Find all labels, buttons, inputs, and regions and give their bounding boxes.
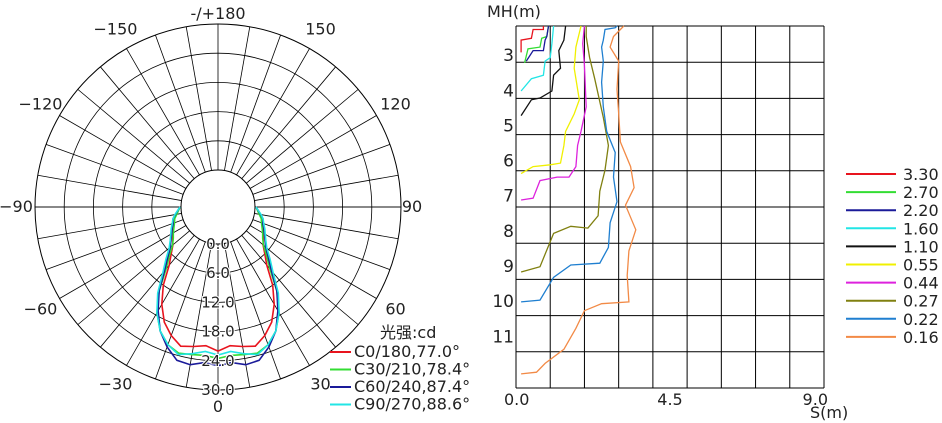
polar-angle-label: −150 (94, 19, 138, 38)
polar-spoke (254, 213, 399, 240)
polar-spoke (236, 238, 310, 366)
polar-spoke (185, 26, 212, 171)
iso-series-line (520, 25, 582, 175)
polar-angle-label: 60 (385, 300, 405, 319)
iso-legend-label: 0.22 (903, 310, 939, 329)
polar-radial-tick-label: 30.0 (201, 381, 234, 399)
polar-radial-tick-label: 6.0 (206, 264, 230, 282)
polar-spoke (230, 34, 281, 173)
polar-angle-label: 150 (305, 19, 336, 38)
illuminance-isoline-chart: 3 4 5 6 7 8 9 10 11 0.0 4.5 9.0 MH(m) S(m) (487, 2, 848, 422)
iso-x-tick-label: 9.0 (803, 390, 828, 409)
polar-spoke (252, 219, 391, 270)
polar-spoke (224, 26, 251, 171)
polar-spoke (230, 241, 281, 380)
isoline-legend: 3.302.702.201.601.100.550.440.270.220.16 (846, 165, 939, 347)
polar-angle-label: 0 (213, 397, 223, 416)
polar-legend-label: C90/270,88.6° (354, 395, 470, 414)
polar-spoke (254, 174, 399, 201)
iso-y-tick-label: 6 (503, 152, 514, 172)
iso-series-line (520, 25, 555, 92)
iso-series-line (521, 25, 618, 303)
polar-angle-label: 90 (402, 197, 422, 216)
polar-angle-label: 120 (380, 95, 411, 114)
polar-legend-label: C60/240,87.4° (354, 377, 470, 396)
iso-legend-label: 0.44 (903, 274, 939, 293)
iso-y-tick-label: 10 (492, 292, 514, 312)
polar-spoke (246, 89, 359, 184)
polar-spoke (185, 243, 212, 388)
polar-spoke (59, 225, 187, 299)
polar-spoke (241, 66, 336, 179)
polar-spoke (37, 174, 182, 201)
iso-y-tick-label: 4 (503, 81, 514, 101)
polar-series-curve (156, 206, 280, 360)
iso-y-tick-label: 9 (503, 257, 514, 277)
polar-spoke (224, 243, 251, 388)
polar-angle-label: −30 (99, 375, 133, 394)
iso-legend-label: 3.30 (903, 165, 939, 184)
polar-angle-label: 30 (310, 375, 330, 394)
polar-radial-tick-label: 24.0 (201, 352, 234, 370)
polar-spoke (37, 213, 182, 240)
iso-x-tick-label: 4.5 (657, 390, 682, 409)
polar-spoke (241, 235, 336, 348)
polar-spoke (249, 115, 377, 189)
iso-y-tick-label: 7 (503, 187, 514, 207)
iso-y-tick-label: 3 (503, 46, 514, 66)
iso-legend-label: 0.27 (903, 292, 939, 311)
polar-radial-tick-label: 0.0 (206, 235, 230, 253)
iso-legend-label: 0.55 (903, 256, 939, 275)
iso-series-line (521, 25, 587, 201)
polar-intensity-chart: 0.0 6.0 12.0 18.0 24.0 30.0 -/+180 −150 150 −120 1… (0, 4, 422, 416)
iso-y-tick-label: 11 (492, 327, 514, 347)
iso-x-axis-title: S(m) (810, 403, 848, 422)
polar-spoke (59, 115, 187, 189)
iso-series-line (521, 25, 637, 375)
polar-angle-label: −60 (24, 300, 58, 319)
iso-x-tick-label: 0.0 (504, 390, 529, 409)
polar-spoke (126, 238, 200, 366)
iso-y-tick-label: 8 (503, 222, 514, 242)
iso-y-tick-label: 5 (503, 116, 514, 136)
polar-spoke (126, 48, 200, 176)
polar-inner-ring (180, 169, 256, 245)
polar-spoke (155, 34, 206, 173)
polar-spoke (155, 241, 206, 380)
iso-y-axis-title: MH(m) (487, 2, 541, 21)
polar-legend: 光强:cdC0/180,77.0°C30/210,78.4°C60/240,87… (330, 323, 470, 414)
polar-spoke (100, 66, 195, 179)
polar-spoke (249, 225, 377, 299)
polar-angle-label: -/+180 (190, 4, 245, 23)
polar-radial-tick-label: 12.0 (201, 293, 234, 311)
polar-legend-label: C30/210,78.4° (354, 360, 470, 379)
polar-spoke (100, 235, 195, 348)
polar-spoke (77, 89, 190, 184)
iso-legend-label: 2.70 (903, 183, 939, 202)
iso-legend-label: 0.16 (903, 328, 939, 347)
polar-spoke (45, 219, 184, 270)
iso-series-line (520, 26, 610, 273)
polar-spoke (236, 48, 310, 176)
polar-radial-tick-label: 18.0 (201, 323, 234, 341)
iso-legend-label: 1.60 (903, 219, 939, 238)
iso-legend-label: 1.10 (903, 237, 939, 256)
polar-angle-label: −90 (0, 197, 33, 216)
iso-series-line (520, 26, 545, 53)
polar-spoke (45, 144, 184, 195)
polar-spoke (252, 144, 391, 195)
polar-unit-label: 光强:cd (380, 323, 436, 342)
iso-legend-label: 2.20 (903, 201, 939, 220)
polar-angle-label: −120 (18, 95, 62, 114)
iso-series-line (520, 25, 567, 116)
polar-legend-label: C0/180,77.0° (354, 342, 460, 361)
polar-series-curve (156, 206, 280, 356)
iso-series-line (525, 25, 550, 62)
